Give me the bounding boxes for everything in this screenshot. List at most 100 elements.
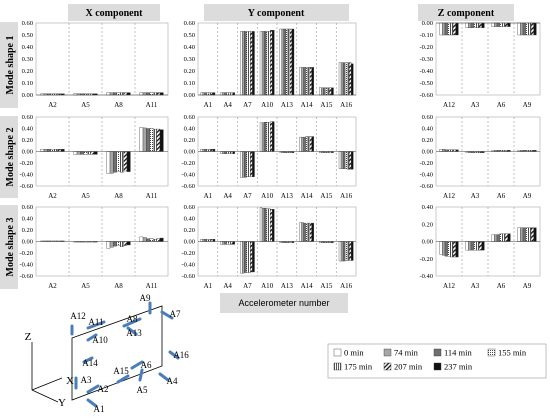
bar-a9-s1 — [517, 22, 521, 36]
bar-a4-s5 — [228, 241, 231, 245]
category-label: A3 — [471, 282, 480, 290]
bar-a14-s1 — [299, 136, 302, 152]
row-header-1-box — [0, 22, 18, 108]
bar-a1-s1 — [200, 92, 203, 96]
legend-label: 237 min — [444, 362, 473, 372]
bar-a5-s6 — [90, 151, 95, 155]
bar-a4-s1 — [220, 92, 223, 96]
bar-a9-s5 — [528, 22, 532, 36]
y-tick-label: 0.60 — [184, 204, 195, 211]
bar-a1-s5 — [208, 239, 212, 242]
legend-swatch — [333, 362, 342, 371]
bar-a4-s3 — [224, 92, 227, 96]
bar-a16-s6 — [348, 241, 352, 261]
bar-a7-s3 — [244, 151, 247, 178]
bar-a1-s4 — [206, 239, 210, 242]
bar-a8-s1 — [106, 92, 111, 96]
bar-a10-s6 — [269, 30, 273, 96]
y-tick-label: 0.20 — [184, 68, 195, 75]
bar-a5-s7 — [93, 151, 98, 155]
panel-r3-c1: 0.60 0.40 0.20 0.00 -0.20 -0.40 -0.60 A2 A5 A8 A11 — [19, 204, 169, 290]
bar-a7-s6 — [250, 31, 253, 96]
bar-a7-s3 — [244, 31, 247, 96]
y-tick-label: -0.20 — [419, 160, 433, 167]
bar-a2-s4 — [50, 149, 55, 152]
bar-a6-s7 — [507, 233, 511, 242]
category-label: A16 — [340, 101, 353, 109]
sensor-label: A12 — [70, 311, 86, 321]
header-z-box — [418, 4, 514, 21]
bar-a8-s5 — [120, 151, 124, 173]
bar-a12-s5 — [450, 241, 454, 258]
bar-a8-s2 — [109, 151, 114, 174]
bar-a16-s7 — [351, 151, 354, 170]
y-tick-label: 0.20 — [22, 137, 33, 144]
bar-a16-s1 — [338, 241, 342, 262]
bar-a9-s7 — [533, 22, 537, 36]
bar-a15-s1 — [319, 87, 322, 96]
sensor-label: A3 — [81, 375, 92, 385]
bar-a16-s4 — [344, 62, 348, 96]
bar-a11-s1 — [139, 127, 144, 152]
bar-a15-s5 — [327, 87, 330, 96]
category-label: A14 — [301, 282, 314, 290]
y-tick-label: 0.40 — [184, 126, 195, 133]
bar-a12-s7 — [455, 241, 459, 258]
bar-a4-s5 — [228, 151, 231, 154]
bar-a6-s2 — [494, 22, 498, 27]
bar-a16-s1 — [338, 62, 342, 96]
bar-a10-s3 — [263, 122, 267, 152]
bar-a8-s6 — [123, 241, 128, 246]
bar-a12-s2 — [442, 149, 446, 152]
bar-a16-s2 — [340, 151, 344, 169]
y-tick-label: 0.40 — [422, 126, 433, 133]
bar-a11-s1 — [139, 236, 144, 242]
sensor-arrow-icon — [86, 320, 106, 330]
bar-a10-s7 — [272, 209, 275, 242]
bar-a2-s1 — [40, 149, 45, 152]
category-label: A6 — [497, 101, 506, 109]
y-tick-label: -0.20 — [19, 160, 33, 167]
bar-a1-s3 — [204, 239, 208, 242]
bar-a7-s7 — [252, 31, 255, 96]
category-label: A2 — [48, 282, 57, 290]
bar-a10-s3 — [263, 207, 267, 242]
panel-r1-c3: 0.00 -0.10 -0.20 -0.30 -0.40 -0.50 -0.60 A12 A3 A… — [419, 20, 541, 109]
y-tick-label: -0.60 — [19, 273, 33, 280]
bar-a14-s7 — [311, 222, 314, 242]
y-tick-label: 0.20 — [184, 227, 195, 234]
legend-swatch — [433, 362, 442, 371]
y-tick-label: -0.40 — [19, 172, 33, 179]
y-tick-label: -0.40 — [19, 262, 33, 269]
y-tick-label: -0.40 — [419, 273, 433, 280]
category-label: A16 — [340, 192, 353, 200]
bar-a3-s1 — [465, 241, 469, 251]
bar-a7-s3 — [244, 241, 247, 273]
bar-a1-s7 — [212, 92, 216, 96]
bar-a12-s1 — [439, 241, 443, 255]
bar-a6-s1 — [491, 234, 495, 242]
bar-a1-s4 — [206, 92, 210, 96]
bar-a9-s4 — [525, 227, 529, 242]
bar-a8-s3 — [113, 151, 117, 173]
bar-a9-s3 — [522, 227, 526, 242]
sensor-label: A4 — [167, 376, 178, 386]
bar-a4-s4 — [226, 151, 229, 154]
bar-a11-s3 — [146, 238, 150, 242]
bar-a8-s4 — [116, 241, 121, 246]
bar-a4-s3 — [224, 241, 227, 245]
y-tick-label: 0.20 — [22, 227, 33, 234]
row-header-mode-shape-1: Mode shape 1 — [5, 36, 16, 95]
z-axis-label: Z — [25, 331, 32, 343]
y-tick-label: -0.60 — [19, 183, 33, 190]
row-header-3-box — [0, 205, 18, 289]
panel-r1-c1: 0.00 0.10 0.20 0.30 0.40 0.50 0.60 A2 A5 A8 A11 — [22, 20, 169, 109]
x-axis-label: Accelerometer number — [238, 298, 329, 308]
bar-a14-s4 — [305, 222, 308, 242]
bar-a8-s7 — [126, 151, 131, 172]
bar-a4-s6 — [230, 151, 233, 154]
bar-a10-s3 — [263, 31, 267, 96]
y-tick-label: -0.60 — [181, 273, 195, 280]
bar-a14-s3 — [303, 136, 306, 152]
